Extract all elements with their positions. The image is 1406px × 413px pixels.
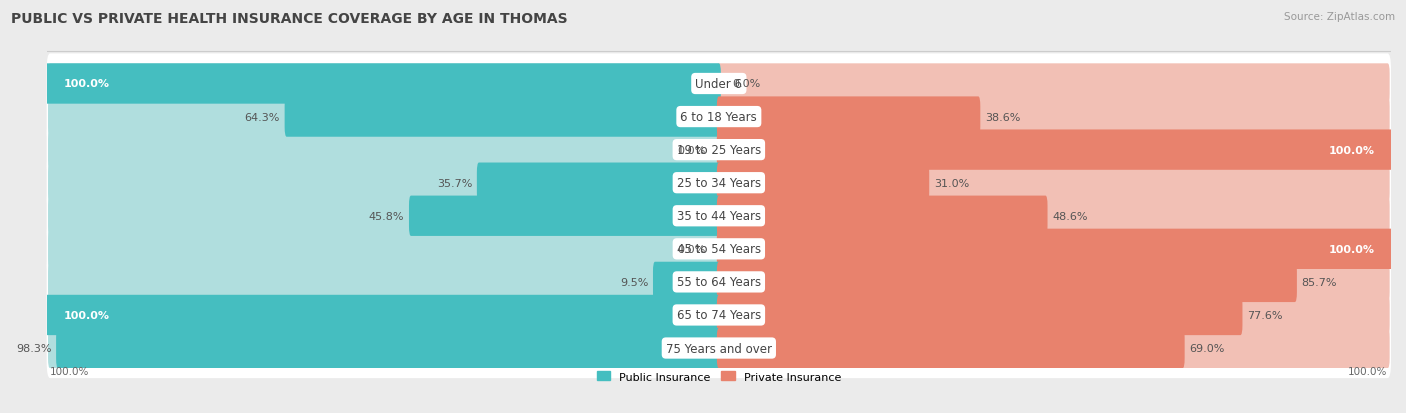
FancyBboxPatch shape — [717, 229, 1389, 269]
FancyBboxPatch shape — [46, 219, 1391, 279]
FancyBboxPatch shape — [45, 64, 721, 104]
Text: 100.0%: 100.0% — [1348, 366, 1388, 376]
FancyBboxPatch shape — [48, 295, 721, 335]
FancyBboxPatch shape — [717, 328, 1185, 368]
Text: 45.8%: 45.8% — [368, 211, 405, 221]
Text: PUBLIC VS PRIVATE HEALTH INSURANCE COVERAGE BY AGE IN THOMAS: PUBLIC VS PRIVATE HEALTH INSURANCE COVER… — [11, 12, 568, 26]
Text: 100.0%: 100.0% — [51, 366, 90, 376]
FancyBboxPatch shape — [48, 328, 721, 368]
FancyBboxPatch shape — [46, 252, 1391, 312]
FancyBboxPatch shape — [652, 262, 721, 302]
FancyBboxPatch shape — [717, 262, 1389, 302]
Text: 64.3%: 64.3% — [245, 112, 280, 122]
Text: 100.0%: 100.0% — [1329, 244, 1374, 254]
Text: Under 6: Under 6 — [696, 78, 742, 91]
FancyBboxPatch shape — [48, 130, 721, 171]
Text: 35.7%: 35.7% — [437, 178, 472, 188]
FancyBboxPatch shape — [46, 285, 1391, 345]
Text: 38.6%: 38.6% — [986, 112, 1021, 122]
Text: 6 to 18 Years: 6 to 18 Years — [681, 111, 758, 124]
FancyBboxPatch shape — [46, 87, 1391, 147]
FancyBboxPatch shape — [717, 295, 1389, 335]
FancyBboxPatch shape — [717, 64, 1389, 104]
Text: 0.0%: 0.0% — [678, 145, 706, 155]
FancyBboxPatch shape — [45, 295, 721, 335]
FancyBboxPatch shape — [48, 97, 721, 138]
FancyBboxPatch shape — [56, 328, 721, 368]
Legend: Public Insurance, Private Insurance: Public Insurance, Private Insurance — [596, 372, 841, 382]
FancyBboxPatch shape — [717, 130, 1393, 171]
FancyBboxPatch shape — [48, 163, 721, 203]
FancyBboxPatch shape — [717, 295, 1243, 335]
FancyBboxPatch shape — [717, 163, 929, 203]
Text: 85.7%: 85.7% — [1302, 277, 1337, 287]
Text: 77.6%: 77.6% — [1247, 310, 1282, 320]
Text: 45 to 54 Years: 45 to 54 Years — [676, 243, 761, 256]
FancyBboxPatch shape — [717, 229, 1393, 269]
Text: 65 to 74 Years: 65 to 74 Years — [676, 309, 761, 322]
FancyBboxPatch shape — [48, 262, 721, 302]
FancyBboxPatch shape — [717, 97, 1389, 138]
Text: 0.0%: 0.0% — [733, 79, 761, 89]
FancyBboxPatch shape — [46, 153, 1391, 213]
Text: 19 to 25 Years: 19 to 25 Years — [676, 144, 761, 157]
Text: 69.0%: 69.0% — [1189, 343, 1225, 353]
FancyBboxPatch shape — [717, 262, 1296, 302]
FancyBboxPatch shape — [46, 120, 1391, 180]
Text: Source: ZipAtlas.com: Source: ZipAtlas.com — [1284, 12, 1395, 22]
FancyBboxPatch shape — [717, 196, 1389, 236]
Text: 98.3%: 98.3% — [15, 343, 52, 353]
FancyBboxPatch shape — [48, 64, 721, 104]
Text: 100.0%: 100.0% — [1329, 145, 1374, 155]
FancyBboxPatch shape — [717, 163, 1389, 203]
Text: 75 Years and over: 75 Years and over — [666, 342, 772, 355]
Text: 55 to 64 Years: 55 to 64 Years — [676, 276, 761, 289]
Text: 9.5%: 9.5% — [620, 277, 648, 287]
Text: 35 to 44 Years: 35 to 44 Years — [676, 210, 761, 223]
FancyBboxPatch shape — [717, 328, 1389, 368]
Text: 100.0%: 100.0% — [63, 310, 110, 320]
FancyBboxPatch shape — [46, 186, 1391, 246]
Text: 31.0%: 31.0% — [934, 178, 969, 188]
FancyBboxPatch shape — [284, 97, 721, 138]
FancyBboxPatch shape — [48, 229, 721, 269]
FancyBboxPatch shape — [46, 318, 1391, 378]
FancyBboxPatch shape — [477, 163, 721, 203]
FancyBboxPatch shape — [717, 196, 1047, 236]
Text: 48.6%: 48.6% — [1052, 211, 1088, 221]
Text: 0.0%: 0.0% — [678, 244, 706, 254]
Text: 100.0%: 100.0% — [63, 79, 110, 89]
Text: 25 to 34 Years: 25 to 34 Years — [676, 177, 761, 190]
FancyBboxPatch shape — [717, 97, 980, 138]
FancyBboxPatch shape — [717, 130, 1389, 171]
FancyBboxPatch shape — [48, 196, 721, 236]
FancyBboxPatch shape — [46, 54, 1391, 114]
FancyBboxPatch shape — [409, 196, 721, 236]
